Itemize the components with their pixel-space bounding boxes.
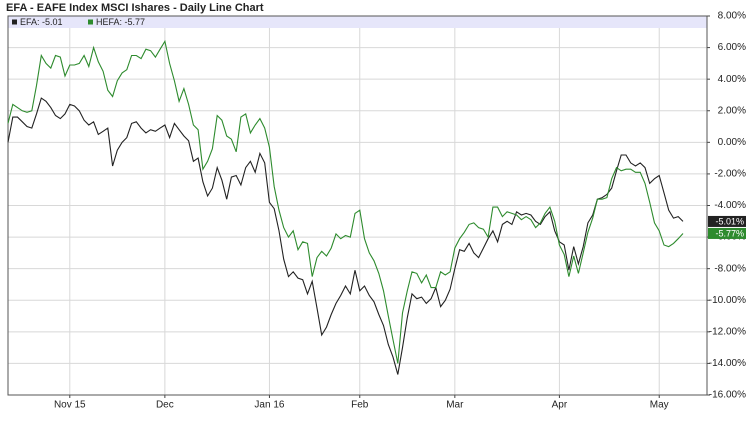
y-tick-label: 4.00% [718,74,746,85]
y-tick-label: -14.00% [709,358,746,369]
x-tick-label: May [650,400,669,411]
legend-band [8,16,707,28]
chart-title: EFA - EAFE Index MSCI Ishares - Daily Li… [6,2,264,14]
series-line [7,39,684,364]
plot-border [7,15,708,396]
y-tick-label: 2.00% [718,105,746,116]
x-tick-label: Mar [446,400,464,411]
y-tick-label: -12.00% [709,326,746,337]
last-value-label: -5.77% [715,228,744,238]
y-tick-label: -16.00% [709,390,746,401]
y-tick-label: -4.00% [714,200,746,211]
last-value-label: -5.01% [715,216,744,226]
legend-label: EFA: -5.01 [20,17,63,27]
y-tick-label: -8.00% [714,263,746,274]
legend-swatch [12,19,17,25]
legend-swatch [88,19,93,25]
x-tick-label: Dec [156,400,174,411]
y-tick-label: 8.00% [718,11,746,22]
series-line [7,97,684,375]
x-tick-label: Apr [552,400,568,411]
y-tick-label: 0.00% [718,137,746,148]
y-tick-label: -10.00% [709,295,746,306]
x-tick-label: Jan 16 [254,400,284,411]
legend-label: HEFA: -5.77 [96,17,145,27]
y-tick-label: -2.00% [714,169,746,180]
y-tick-label: 6.00% [718,42,746,53]
last-value-tag [708,227,746,239]
last-value-tag [708,215,746,227]
x-tick-label: Feb [351,400,369,411]
x-tick-label: Nov 15 [54,400,86,411]
